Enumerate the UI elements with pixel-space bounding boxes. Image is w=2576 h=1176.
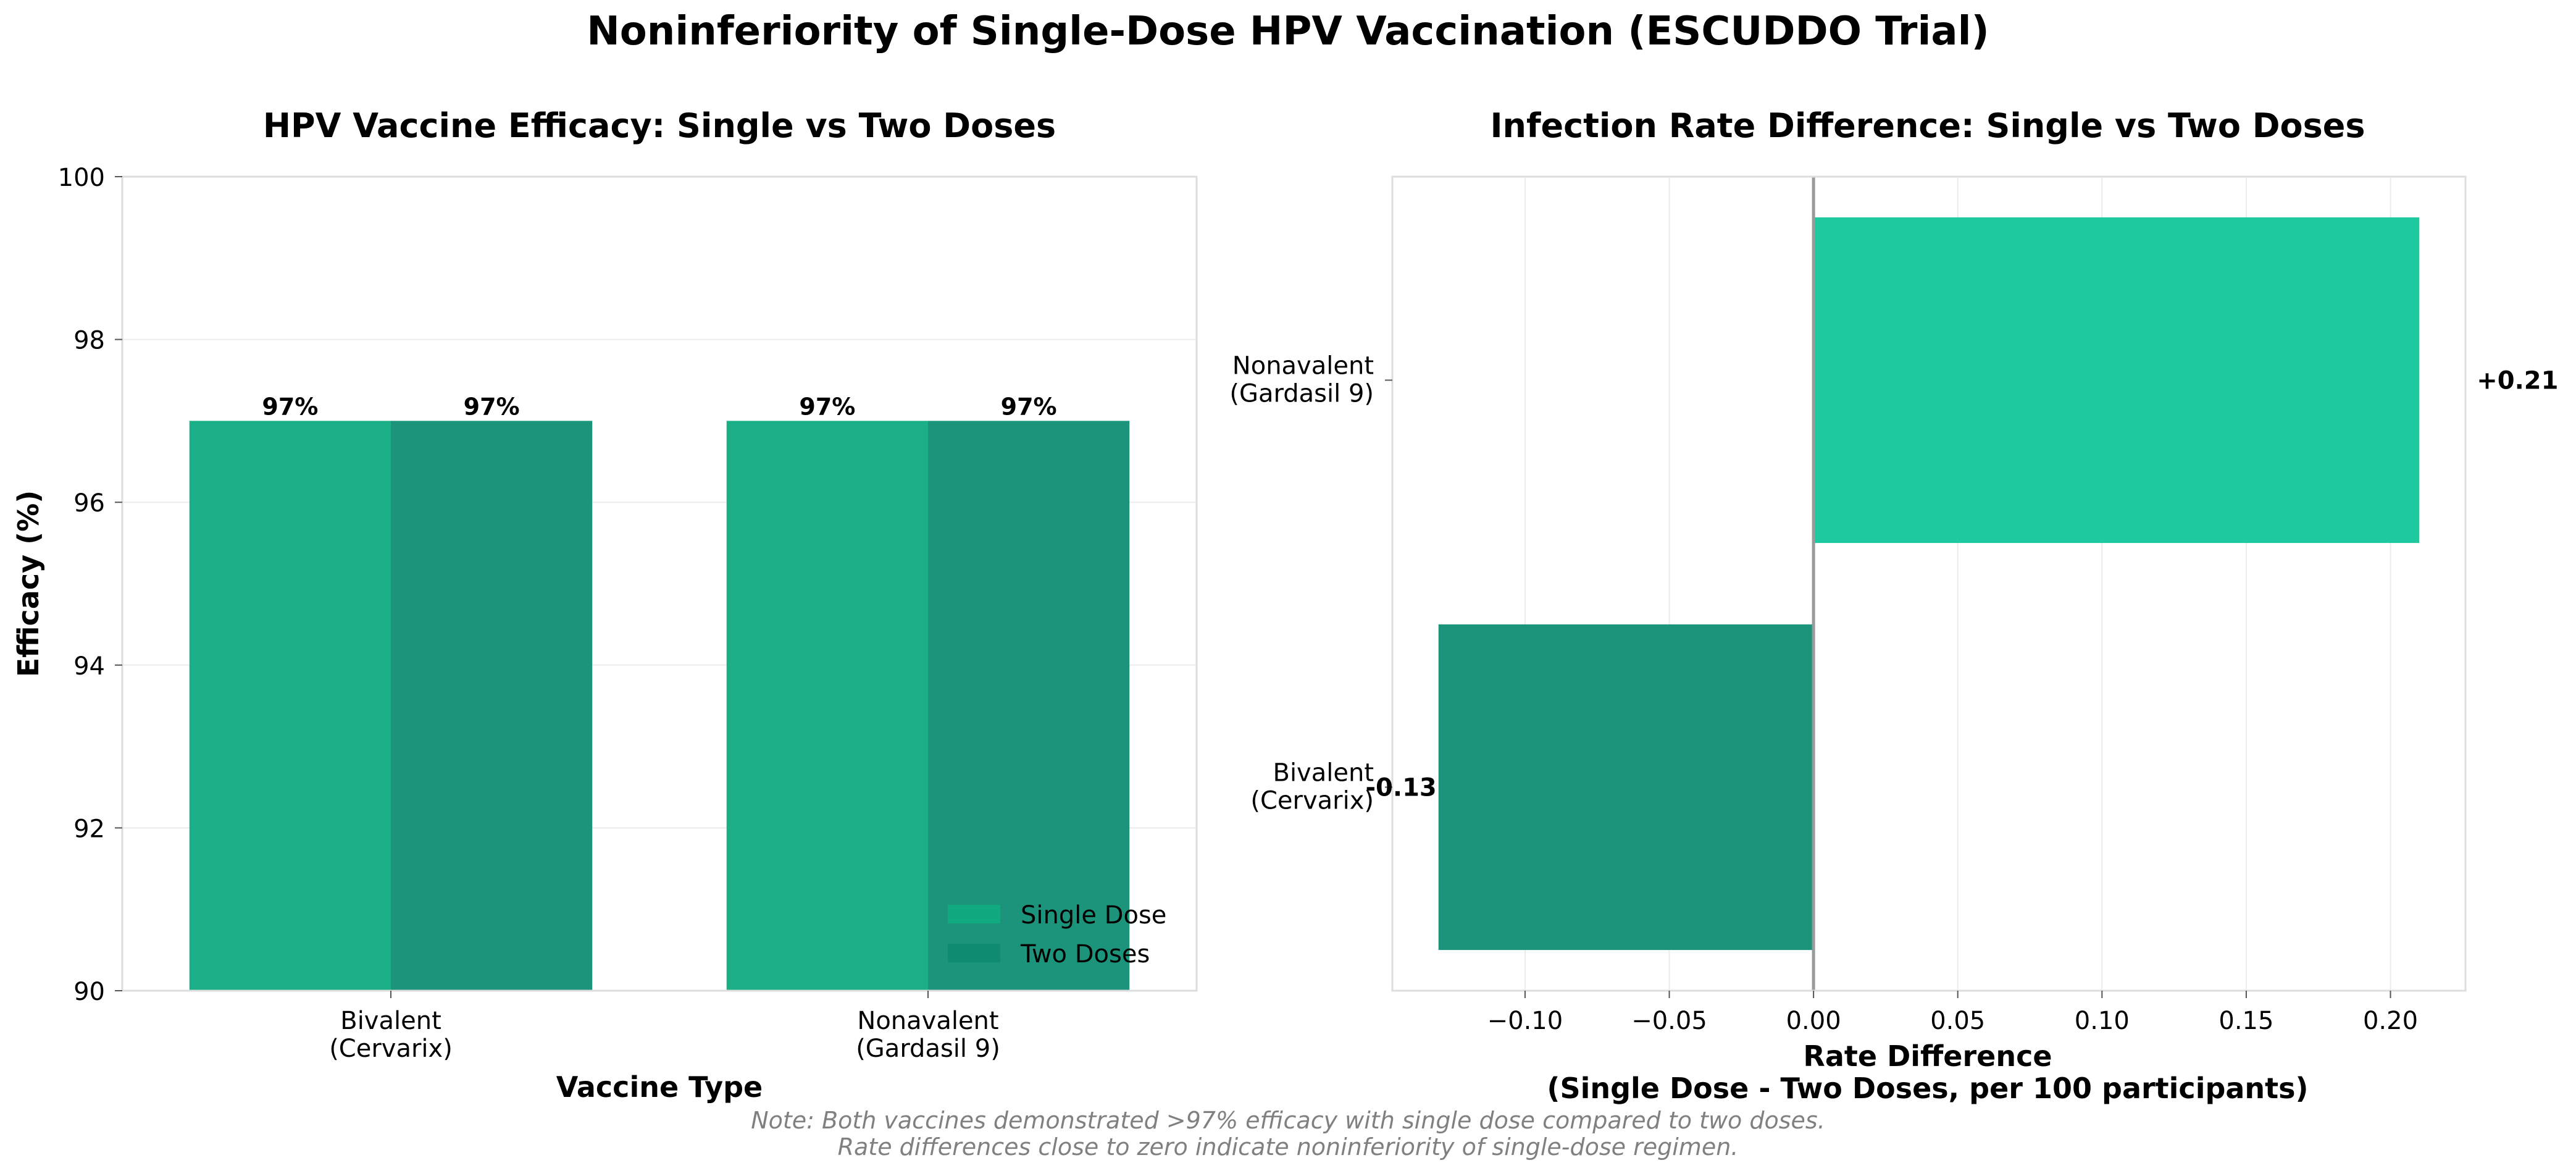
- rate-difference-x-tick-label: 0.10: [2075, 1007, 2130, 1035]
- rate-difference-x-axis-label: Rate Difference: [1803, 1040, 2052, 1073]
- rate-difference-x-ticks: −0.10 −0.05 0.00 0.05 0.10 0.15 0.20: [1487, 991, 2418, 1035]
- efficacy-x-tick-sublabel: (Gardasil 9): [856, 1035, 1000, 1063]
- efficacy-bar: [928, 421, 1130, 991]
- rate-difference-y-ticks: Bivalent(Cervarix) Nonavalent(Gardasil 9): [1229, 352, 1392, 815]
- efficacy-y-tick-label: 92: [73, 815, 105, 843]
- efficacy-bar-label: 97%: [464, 393, 520, 420]
- efficacy-x-tick-label: Nonavalent: [857, 1007, 998, 1035]
- efficacy-y-tick-label: 94: [73, 652, 105, 681]
- figure-title: Noninferiority of Single-Dose HPV Vaccin…: [587, 9, 1989, 54]
- efficacy-x-axis-label: Vaccine Type: [556, 1070, 763, 1104]
- rate-difference-bars: [1438, 217, 2420, 951]
- legend-swatch-two-doses: [948, 944, 1000, 962]
- rate-difference-x-tick-label: −0.10: [1487, 1007, 1563, 1035]
- rate-difference-x-tick-label: −0.05: [1631, 1007, 1707, 1035]
- efficacy-x-tick-label: Bivalent: [340, 1007, 441, 1035]
- efficacy-y-axis-label: Efficacy (%): [12, 490, 45, 677]
- efficacy-chart: HPV Vaccine Efficacy: Single vs Two Dose…: [12, 106, 1198, 1104]
- efficacy-y-tick-label: 98: [73, 327, 105, 355]
- rate-difference-x-axis-sublabel: (Single Dose - Two Doses, per 100 partic…: [1547, 1072, 2308, 1105]
- efficacy-plot-frame: [121, 175, 1198, 992]
- footnote-line-1: Note: Both vaccines demonstrated >97% ef…: [751, 1107, 1825, 1134]
- rate-difference-y-tick-label: Bivalent: [1273, 759, 1374, 788]
- rate-difference-x-tick-label: 0.05: [1930, 1007, 1985, 1035]
- efficacy-bar-label: 97%: [1001, 393, 1057, 420]
- efficacy-y-tick-label: 90: [73, 978, 105, 1006]
- legend-swatch-single-dose: [948, 905, 1000, 923]
- efficacy-chart-title: HPV Vaccine Efficacy: Single vs Two Dose…: [263, 106, 1056, 145]
- rate-difference-value-label: +0.21: [2477, 367, 2558, 395]
- rate-difference-x-tick-label: 0.15: [2218, 1007, 2273, 1035]
- rate-difference-y-tick-sublabel: (Cervarix): [1250, 787, 1374, 815]
- rate-difference-chart: Infection Rate Difference: Single vs Two…: [1229, 106, 2558, 1105]
- efficacy-bar-label: 97%: [262, 393, 318, 420]
- efficacy-bars: 97% 97% 97% 97%: [189, 393, 1130, 991]
- rate-difference-value-labels: -0.13 +0.21: [1365, 367, 2558, 802]
- efficacy-x-tick-sublabel: (Cervarix): [329, 1035, 453, 1063]
- footnote-line-2: Rate differences close to zero indicate …: [838, 1133, 1739, 1161]
- efficacy-legend: Single Dose Two Doses: [948, 901, 1166, 968]
- rate-difference-x-tick-label: 0.00: [1786, 1007, 1841, 1035]
- rate-difference-x-tick-label: 0.20: [2363, 1007, 2418, 1035]
- rate-difference-y-tick-sublabel: (Gardasil 9): [1229, 380, 1374, 408]
- efficacy-x-ticks: Bivalent(Cervarix) Nonavalent(Gardasil 9): [329, 991, 1000, 1063]
- rate-difference-y-tick-label: Nonavalent: [1232, 352, 1374, 380]
- rate-difference-bar: [1438, 624, 1814, 951]
- efficacy-bar-label: 97%: [799, 393, 855, 420]
- legend-label-two-doses: Two Doses: [1020, 940, 1150, 968]
- efficacy-y-tick-label: 100: [58, 164, 105, 192]
- efficacy-bar: [391, 421, 593, 991]
- rate-difference-chart-title: Infection Rate Difference: Single vs Two…: [1490, 106, 2365, 145]
- efficacy-bar: [726, 421, 928, 991]
- rate-difference-value-label: -0.13: [1365, 774, 1436, 802]
- rate-difference-plot-frame: [1391, 175, 2467, 992]
- efficacy-bar: [189, 421, 391, 991]
- rate-difference-bar: [1813, 217, 2420, 544]
- legend-label-single-dose: Single Dose: [1021, 901, 1166, 930]
- efficacy-y-ticks: 90 92 94 96 98 100: [58, 164, 122, 1006]
- efficacy-y-tick-label: 96: [73, 489, 105, 518]
